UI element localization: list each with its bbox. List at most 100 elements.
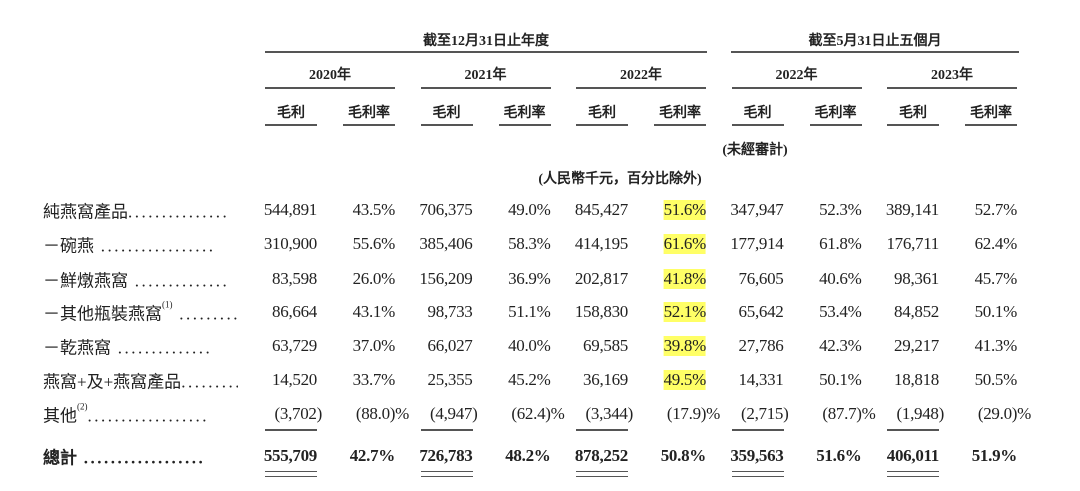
gross-profit-cell: 25,355 [427, 370, 473, 389]
gross-margin-cell: 52.3% [819, 200, 862, 219]
gross-profit-cell: 66,027 [427, 336, 473, 355]
gross-profit-cell: (3,702) [274, 404, 323, 423]
gross-margin-cell: 40.6% [819, 269, 862, 288]
row-label: －乾燕窩 .............. [43, 334, 238, 359]
footnote-marker: (1) [162, 299, 173, 310]
year-heading: 2022年 [775, 68, 818, 83]
column-rule [498, 124, 551, 126]
row-label: －鮮燉燕窩 .............. [43, 267, 238, 292]
total-double-rule [731, 471, 784, 477]
gross-margin-cell: 37.0% [352, 336, 396, 355]
gross-profit-cell: 29,217 [894, 336, 939, 355]
gross-margin-cell: 48.2% [505, 446, 551, 465]
gross-profit-heading: 毛利 [743, 106, 772, 121]
year-heading: 2020年 [309, 68, 351, 83]
gross-profit-heading: 毛利 [588, 106, 616, 121]
row-label-text: －碗燕 [43, 236, 94, 256]
gross-profit-cell: 156,209 [419, 269, 473, 288]
period-annual-heading: 截至12月31日止年度 [423, 34, 549, 49]
leader-dots: .............. [111, 338, 213, 358]
gross-margin-cell: 43.1% [352, 302, 396, 321]
subtotal-rule [265, 429, 317, 431]
gross-profit-cell: 14,520 [272, 370, 317, 389]
leader-dots: .............. [128, 271, 230, 291]
header-rule [731, 51, 1019, 53]
row-label-text: －其他瓶裝燕窩 [43, 304, 162, 324]
leader-dots: .................. [87, 406, 209, 426]
gross-profit-heading: 毛利 [432, 106, 461, 121]
leader-dots: ............... [128, 202, 230, 222]
gross-margin-cell: (29.0)% [977, 404, 1031, 423]
year-rule [265, 87, 395, 89]
gross-profit-cell: 414,195 [574, 234, 628, 253]
gross-profit-cell: 76,605 [738, 269, 784, 288]
row-label-text: 純燕窩產品 [43, 202, 128, 222]
gross-margin-cell: 33.7% [352, 370, 396, 389]
gross-margin-cell: 45.7% [974, 269, 1018, 288]
gross-profit-cell: 555,709 [263, 446, 317, 465]
gross-profit-cell: 878,252 [574, 446, 628, 465]
gross-profit-cell: 202,817 [574, 269, 628, 288]
gross-margin-cell: 26.0% [352, 269, 396, 288]
gross-profit-cell: 18,818 [894, 370, 939, 389]
gross-profit-cell: 27,786 [738, 336, 784, 355]
total-double-rule [576, 471, 628, 477]
header-rule [265, 51, 707, 53]
leader-dots: ......... [172, 304, 238, 324]
gross-profit-cell: 544,891 [263, 200, 317, 219]
gross-profit-cell: 706,375 [419, 200, 473, 219]
gross-margin-cell: 51.6% [663, 200, 706, 220]
subtotal-rule [420, 429, 473, 431]
row-label-text: 總計 [43, 448, 77, 468]
leader-dots: .................. [77, 448, 206, 468]
footnote-marker: (2) [77, 401, 88, 412]
column-rule [654, 124, 706, 126]
gross-profit-cell: 98,733 [427, 302, 473, 321]
gross-profit-cell: 83,598 [272, 269, 317, 288]
row-label: 其他(2).................. [43, 402, 238, 427]
subtotal-rule [731, 429, 784, 431]
subtotal-rule [887, 429, 939, 431]
gross-profit-cell: (3,344) [585, 404, 634, 423]
gross-margin-cell: (62.4)% [511, 404, 565, 423]
year-heading: 2021年 [464, 68, 507, 83]
gross-margin-cell: 43.5% [352, 200, 396, 219]
gross-margin-cell: (17.9)% [666, 404, 720, 423]
gross-margin-cell: 50.8% [660, 446, 707, 465]
gross-profit-cell: 98,361 [894, 269, 939, 288]
gross-margin-cell: 42.3% [819, 336, 862, 355]
period-five-months-heading: 截至5月31日止五個月 [808, 34, 942, 49]
gross-margin-cell: 42.7% [349, 446, 396, 465]
total-double-rule [420, 471, 473, 477]
total-double-rule [265, 471, 317, 477]
column-rule [343, 124, 395, 126]
column-rule [965, 124, 1017, 126]
year-rule [420, 87, 551, 89]
gross-profit-cell: 84,852 [894, 302, 939, 321]
gross-margin-cell: 41.3% [974, 336, 1018, 355]
gross-margin-heading: 毛利率 [348, 106, 390, 121]
row-label: －碗燕 ................. [43, 232, 238, 257]
gross-margin-cell: 51.6% [816, 446, 862, 465]
row-label-text: 燕窩+及+燕窩產品 [43, 372, 182, 392]
row-label-text: 其他 [43, 406, 77, 426]
column-rule [887, 124, 939, 126]
column-rule [420, 124, 473, 126]
gross-profit-cell: (1,948) [896, 404, 945, 423]
gross-profit-cell: 177,914 [730, 234, 784, 253]
gross-profit-cell: 406,011 [886, 446, 940, 465]
column-rule [576, 124, 628, 126]
gross-profit-heading: 毛利 [899, 106, 927, 121]
column-rule [809, 124, 862, 126]
column-rule [731, 124, 784, 126]
row-label: 純燕窩產品............... [43, 198, 238, 223]
gross-margin-cell: 45.2% [508, 370, 551, 389]
gross-margin-heading: 毛利率 [970, 106, 1012, 121]
gross-margin-cell: 36.9% [508, 269, 551, 288]
gross-margin-cell: (87.7)% [822, 404, 876, 423]
gross-profit-cell: 36,169 [583, 370, 628, 389]
gross-profit-cell: (4,947) [430, 404, 478, 423]
gross-profit-heading: 毛利 [277, 106, 305, 121]
gross-profit-cell: 14,331 [738, 370, 784, 389]
gross-profit-cell: (2,715) [741, 404, 789, 423]
